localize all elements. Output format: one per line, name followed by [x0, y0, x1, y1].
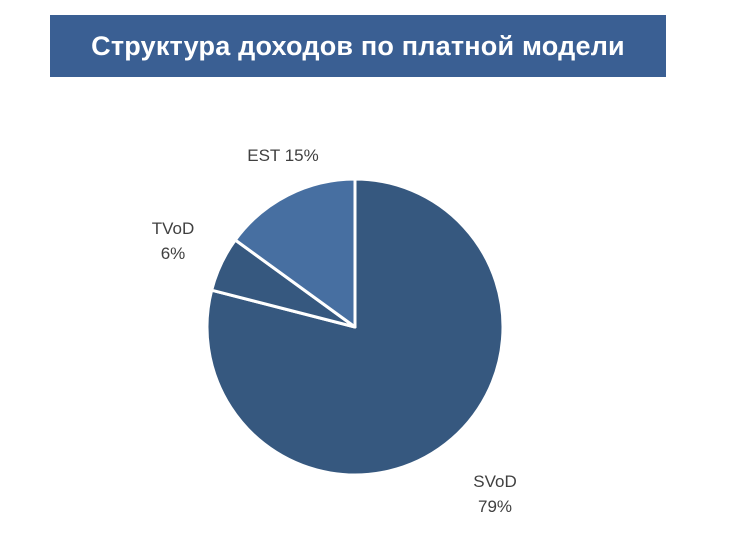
title-banner: Структура доходов по платной модели	[50, 15, 666, 77]
data-label-tvod: TVoD 6%	[152, 219, 195, 263]
data-label-svod: SVoD 79%	[473, 472, 516, 516]
pie-slice-est	[233, 177, 357, 329]
chart-title: Структура доходов по платной модели	[91, 30, 625, 61]
data-label-est: EST 15%	[247, 146, 319, 165]
